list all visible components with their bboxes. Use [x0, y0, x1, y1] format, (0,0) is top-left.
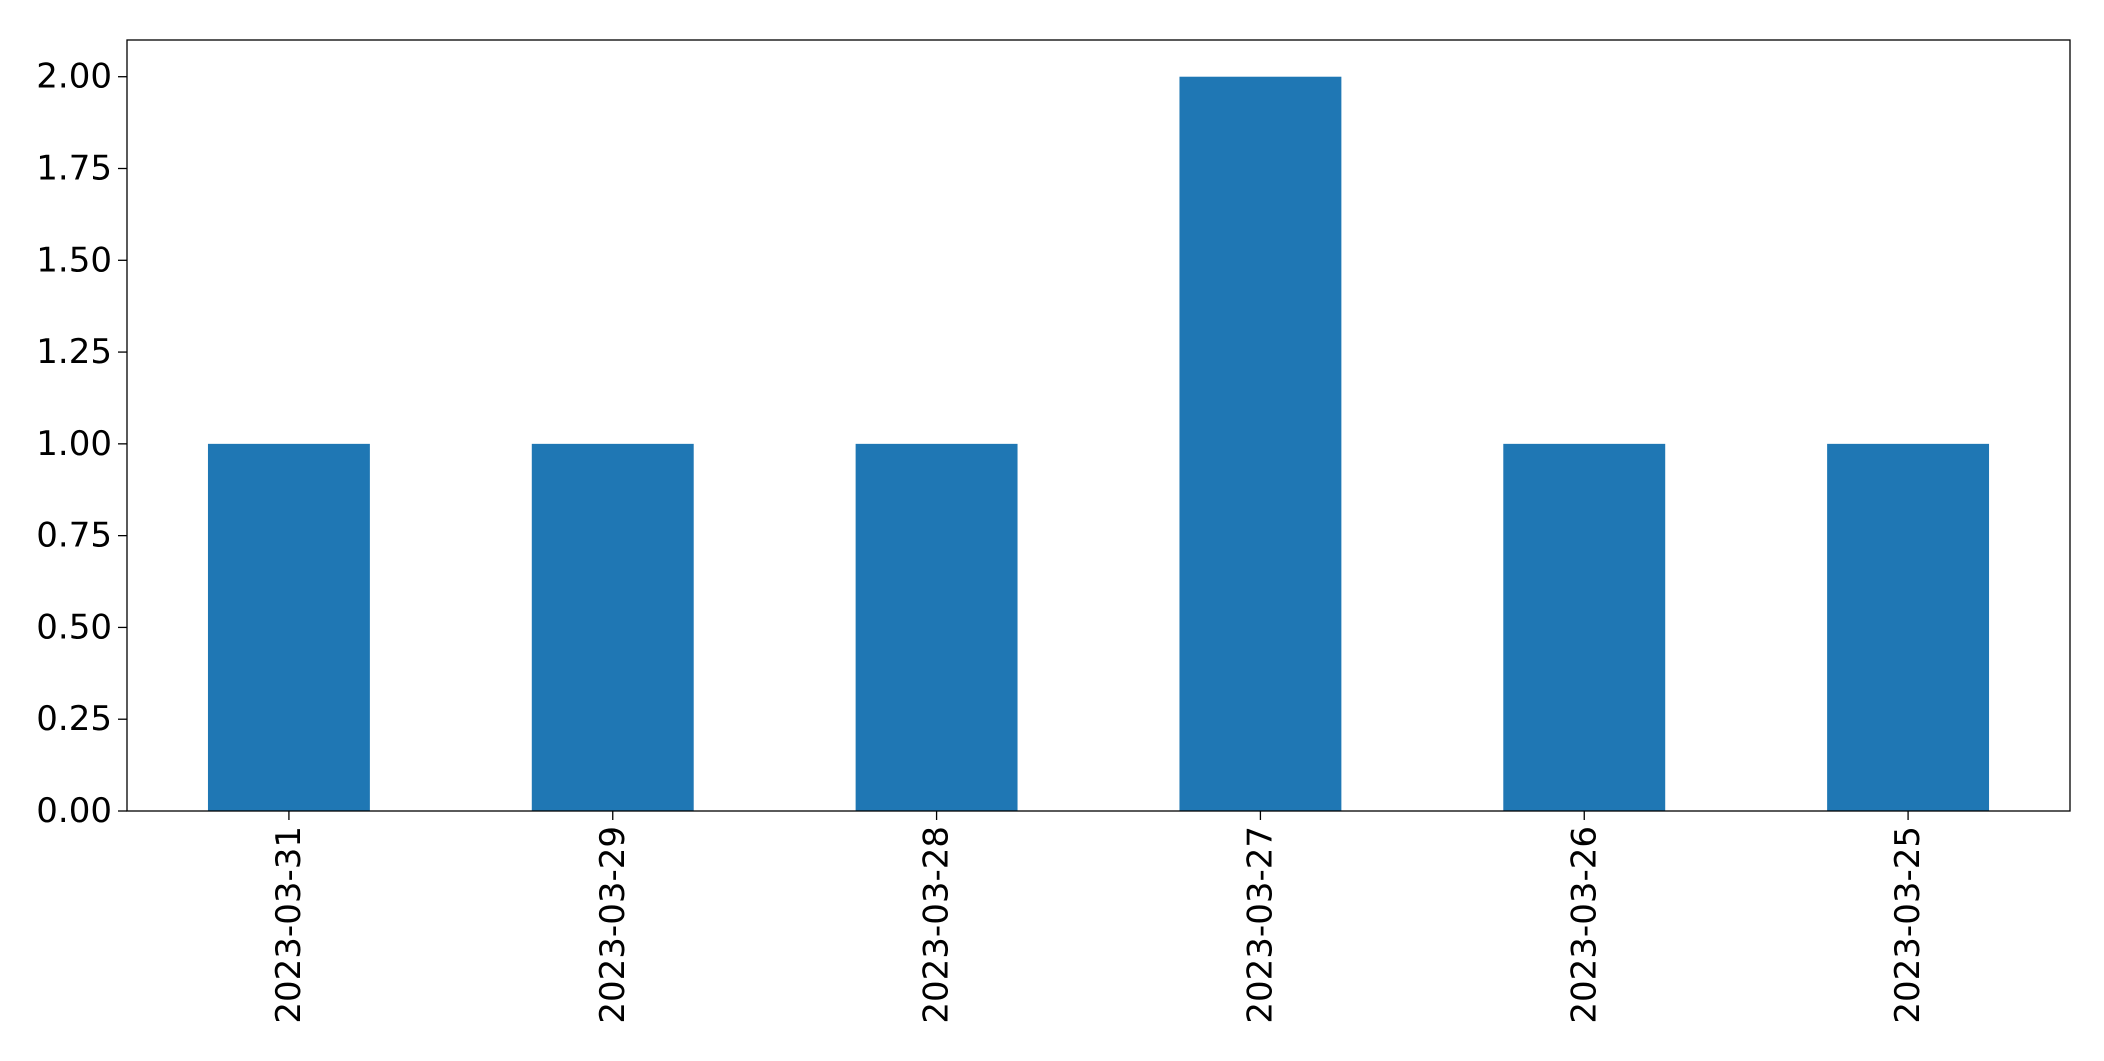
y-tick-label: 0.50	[36, 607, 112, 647]
x-axis: 2023-03-31 2023-03-29 2023-03-28 2023-03-27…	[269, 811, 1928, 1024]
x-tick-label: 2023-03-31	[269, 826, 309, 1024]
y-tick-label: 0.25	[36, 699, 112, 739]
y-tick-label: 1.50	[36, 240, 112, 280]
x-tick-label: 2023-03-29	[593, 826, 633, 1024]
x-tick-label: 2023-03-25	[1888, 826, 1928, 1024]
bar-2023-03-28	[855, 443, 1018, 811]
y-tick-label: 0.75	[36, 516, 112, 556]
bar-2023-03-25	[1827, 443, 1990, 811]
y-tick-label: 1.25	[36, 332, 112, 372]
plot-frame	[126, 39, 2071, 812]
bar-2023-03-27	[1179, 76, 1342, 811]
x-tick-label: 2023-03-26	[1564, 826, 1604, 1024]
y-tick-label: 1.75	[36, 149, 112, 189]
y-tick-label: 2.00	[36, 57, 112, 97]
x-tick-label: 2023-03-28	[917, 826, 957, 1024]
y-tick-label: 0.00	[36, 791, 112, 831]
bars-layer	[207, 76, 1990, 811]
x-tick-label: 2023-03-27	[1240, 826, 1280, 1024]
y-axis: 0.00 0.25 0.50 0.75 1.00 1.25 1.50 1.75 2.00	[36, 57, 127, 831]
y-tick-label: 1.00	[36, 424, 112, 464]
bar-2023-03-29	[531, 443, 694, 811]
bar-2023-03-31	[207, 443, 370, 811]
bar-2023-03-26	[1503, 443, 1666, 811]
